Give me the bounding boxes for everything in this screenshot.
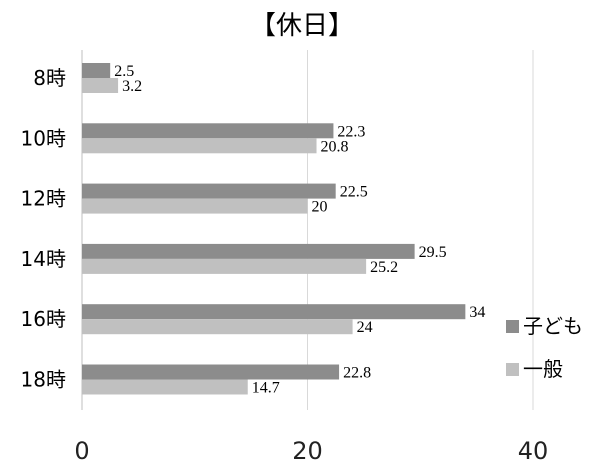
category-label: 10時	[21, 126, 66, 150]
bar-series1-5	[82, 364, 340, 380]
category-label: 12時	[21, 187, 66, 211]
bar-series2-3	[82, 258, 367, 274]
bar-series1-2	[82, 183, 336, 199]
legend-label: 一般	[523, 357, 563, 381]
x-tick-label: 0	[74, 437, 89, 465]
gridlines	[307, 50, 534, 410]
data-label: 22.3	[337, 123, 365, 140]
bar-series1-0	[82, 63, 111, 78]
data-label: 22.8	[343, 365, 371, 382]
data-label: 20.8	[321, 138, 349, 155]
data-label: 20	[312, 199, 328, 216]
data-label: 14.7	[252, 380, 280, 397]
bar-series1-3	[82, 243, 415, 259]
x-tick-labels: 0 20 40	[74, 437, 548, 465]
category-label: 16時	[21, 307, 66, 331]
category-label: 14時	[21, 247, 66, 271]
bar-series2-1	[82, 138, 317, 154]
data-label: 29.5	[419, 244, 447, 261]
bar-series2-0	[82, 78, 119, 93]
category-label: 18時	[21, 368, 66, 392]
data-label: 24	[357, 319, 373, 336]
legend-swatch	[506, 320, 519, 333]
data-label: 34	[469, 304, 485, 321]
data-labels: 2.53.2 22.320.8 22.5 20 29.5 25.2 34 24 22.8 14.7	[114, 63, 485, 397]
bar-series1-4	[82, 304, 466, 320]
legend-swatch	[506, 363, 519, 376]
chart-title: 【休日】	[250, 11, 354, 41]
bar-series2-4	[82, 319, 353, 335]
bar-series2-2	[82, 198, 308, 214]
bar-series2-5	[82, 379, 248, 395]
data-label: 22.5	[340, 184, 368, 201]
category-labels: 8時 10時 12時 14時 16時 18時	[21, 66, 66, 392]
bar-series1-1	[82, 123, 334, 139]
bars	[82, 63, 466, 395]
legend-label: 子ども	[523, 314, 583, 338]
data-label: 25.2	[370, 259, 398, 276]
data-label: 2.5	[114, 63, 134, 80]
x-tick-label: 40	[518, 437, 549, 465]
data-label: 3.2	[122, 78, 142, 95]
x-tick-label: 20	[292, 437, 323, 465]
category-label: 8時	[33, 66, 66, 90]
